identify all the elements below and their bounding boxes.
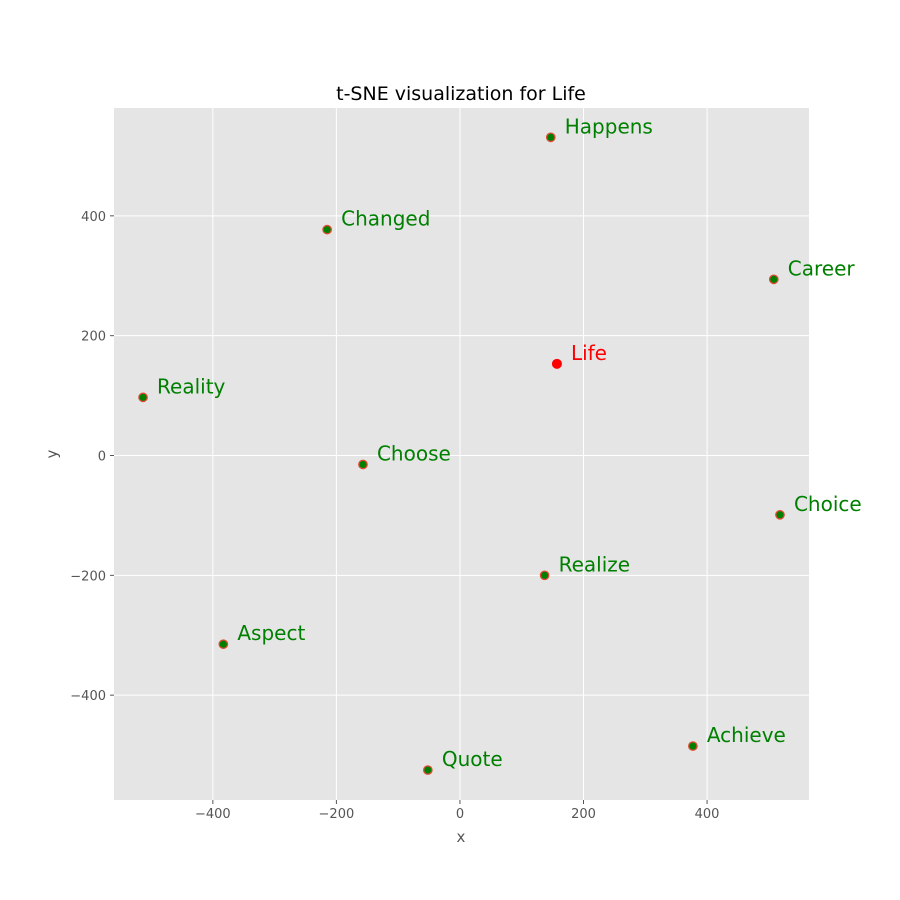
x-tick-label: 400 [695,807,720,822]
point-label-aspect: Aspect [237,621,305,645]
point-label-choice: Choice [794,492,862,516]
point-happens [545,132,556,143]
y-tick-label: 0 [98,449,106,464]
x-axis-label: x [457,828,466,846]
point-label-choose: Choose [377,441,451,465]
point-label-happens: Happens [565,114,653,138]
data-points: Life Happens Changed Career Reality Choose Cho… [138,114,862,775]
x-tick-label: 200 [571,807,596,822]
y-tick-label: −200 [70,569,106,584]
x-tick-label: −200 [319,807,355,822]
point-label-reality: Reality [157,374,226,398]
point-choice [775,509,785,520]
point-label-life: Life [571,341,607,365]
point-aspect [218,639,229,650]
y-tick-label: −400 [70,689,106,704]
point-label-changed: Changed [341,207,430,231]
x-tick-label: 0 [456,807,464,822]
point-realize [539,570,550,581]
point-label-career: Career [788,256,856,280]
point-quote [422,765,433,775]
chart-title: t-SNE visualization for Life [336,83,586,105]
point-career [768,274,779,285]
point-reality [138,392,148,403]
point-life [551,358,562,369]
y-tick-label: 200 [81,330,106,345]
x-tick-label: −400 [195,807,231,822]
tick-labels: −400 −200 0 200 400 −400 −200 0 200 400 [70,210,719,822]
point-label-quote: Quote [442,747,503,771]
point-achieve [688,741,698,751]
plot-background [114,108,809,800]
point-changed [322,224,332,235]
point-choose [358,459,368,470]
grid-lines [114,108,809,800]
point-label-achieve: Achieve [707,723,786,747]
y-tick-label: 400 [81,210,106,225]
point-label-realize: Realize [559,552,630,576]
y-axis-label: y [43,449,61,458]
